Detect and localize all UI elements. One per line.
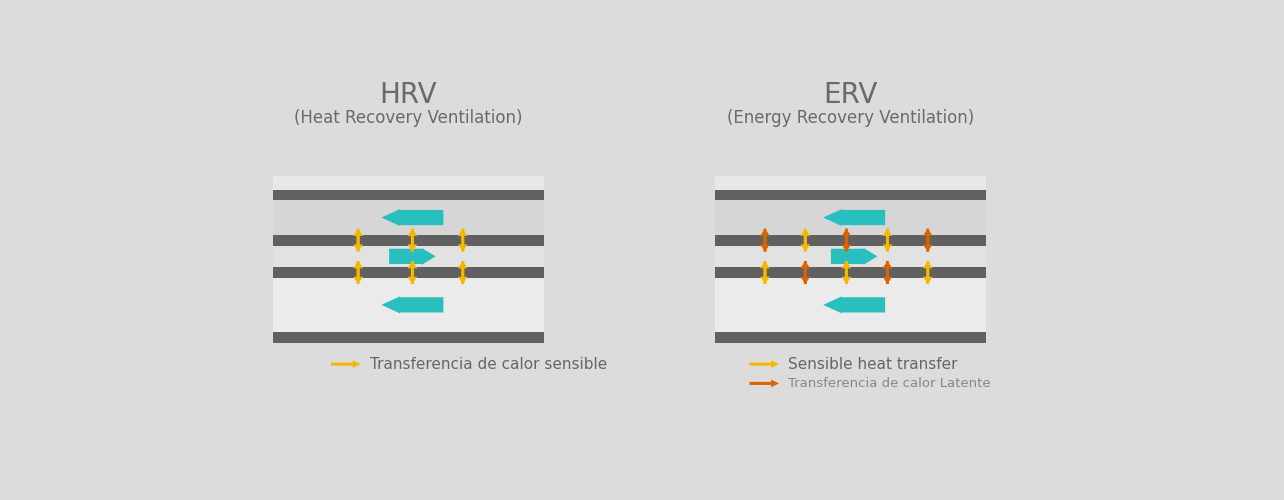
- FancyArrow shape: [923, 261, 932, 284]
- Bar: [715, 176, 986, 337]
- FancyArrow shape: [407, 228, 417, 252]
- Bar: [715, 190, 986, 200]
- FancyArrow shape: [407, 228, 417, 252]
- Bar: [273, 337, 544, 342]
- Bar: [273, 176, 544, 337]
- Bar: [273, 200, 544, 235]
- FancyArrow shape: [923, 261, 932, 284]
- Text: (Energy Recovery Ventilation): (Energy Recovery Ventilation): [727, 109, 973, 126]
- Text: Transferencia de calor Latente: Transferencia de calor Latente: [788, 377, 991, 390]
- FancyArrow shape: [760, 261, 770, 284]
- FancyArrow shape: [923, 228, 932, 252]
- Polygon shape: [381, 296, 443, 314]
- Bar: [273, 246, 544, 267]
- FancyArrow shape: [923, 228, 932, 252]
- FancyArrow shape: [800, 261, 810, 284]
- FancyArrow shape: [882, 261, 892, 284]
- FancyArrow shape: [882, 261, 892, 284]
- Bar: [273, 332, 544, 342]
- FancyArrow shape: [458, 261, 467, 284]
- Bar: [715, 337, 986, 342]
- Text: HRV: HRV: [380, 80, 438, 108]
- FancyArrow shape: [841, 228, 851, 252]
- Text: ERV: ERV: [823, 80, 877, 108]
- Bar: [715, 278, 986, 332]
- Bar: [273, 267, 544, 278]
- FancyArrow shape: [841, 261, 851, 284]
- Polygon shape: [389, 248, 435, 265]
- FancyArrow shape: [750, 380, 779, 387]
- Bar: [715, 267, 986, 278]
- Polygon shape: [381, 209, 443, 226]
- FancyArrow shape: [331, 360, 361, 368]
- FancyArrow shape: [760, 261, 770, 284]
- FancyArrow shape: [353, 228, 363, 252]
- Polygon shape: [823, 296, 885, 314]
- FancyArrow shape: [760, 228, 770, 252]
- Text: (Heat Recovery Ventilation): (Heat Recovery Ventilation): [294, 109, 523, 126]
- FancyArrow shape: [353, 261, 363, 284]
- FancyArrow shape: [882, 228, 892, 252]
- FancyArrow shape: [882, 228, 892, 252]
- Bar: [273, 176, 544, 190]
- Bar: [715, 200, 986, 235]
- Text: Sensible heat transfer: Sensible heat transfer: [788, 356, 958, 372]
- FancyArrow shape: [458, 261, 467, 284]
- FancyArrow shape: [800, 228, 810, 252]
- FancyArrow shape: [800, 261, 810, 284]
- FancyArrow shape: [407, 261, 417, 284]
- Bar: [273, 278, 544, 332]
- FancyArrow shape: [353, 228, 363, 252]
- FancyArrow shape: [353, 261, 363, 284]
- FancyArrow shape: [750, 360, 779, 368]
- Bar: [715, 235, 986, 246]
- Text: Transferencia de calor sensible: Transferencia de calor sensible: [370, 356, 607, 372]
- FancyArrow shape: [760, 228, 770, 252]
- FancyArrow shape: [407, 261, 417, 284]
- FancyArrow shape: [841, 261, 851, 284]
- Bar: [273, 190, 544, 200]
- FancyArrow shape: [458, 228, 467, 252]
- Polygon shape: [823, 209, 885, 226]
- Bar: [715, 176, 986, 190]
- Bar: [273, 235, 544, 246]
- FancyArrow shape: [458, 228, 467, 252]
- Polygon shape: [831, 248, 877, 265]
- FancyArrow shape: [800, 228, 810, 252]
- Bar: [715, 332, 986, 342]
- FancyArrow shape: [841, 228, 851, 252]
- Bar: [715, 246, 986, 267]
